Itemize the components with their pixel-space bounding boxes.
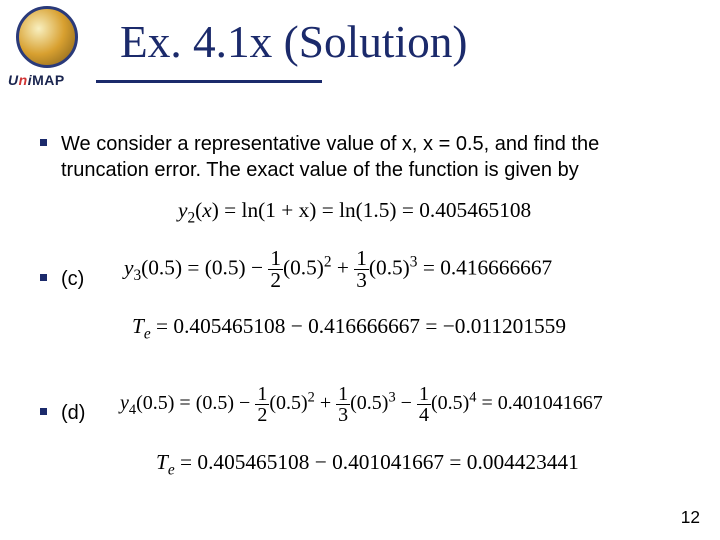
logo-emblem	[16, 6, 78, 68]
equation-te3: Te = 0.405465108 − 0.416666667 = −0.0112…	[132, 314, 566, 339]
frac-num: 1	[417, 384, 431, 405]
logo-letter: MAP	[32, 72, 65, 88]
frac: 14	[417, 384, 431, 425]
equation-te4: Te = 0.405465108 − 0.401041667 = 0.00442…	[156, 450, 579, 475]
frac-den: 4	[417, 405, 431, 425]
term: 0.405465108	[197, 450, 309, 474]
logo-letter: U	[8, 72, 19, 88]
eq-var: T	[156, 450, 168, 474]
bullet-row: (c)	[40, 268, 84, 291]
eq-rhs: ln(1.5)	[339, 198, 396, 222]
eq-rhs: ln(1 + x)	[242, 198, 317, 222]
power: 3	[388, 389, 395, 405]
eq-var: y	[120, 392, 129, 414]
eq-value: 0.405465108	[419, 198, 531, 222]
eq-arg: 0.5	[148, 256, 175, 280]
eq-sub: e	[168, 461, 175, 478]
frac-num: 1	[354, 248, 369, 270]
eq-sub: 2	[187, 209, 195, 226]
term: 0.401041667	[332, 450, 444, 474]
equation-y2: y2(x) = ln(1 + x) = ln(1.5) = 0.40546510…	[178, 198, 531, 223]
eq-sub: 4	[129, 402, 136, 418]
frac-num: 1	[268, 248, 283, 270]
term: (0.5)	[196, 392, 234, 414]
term: (0.5)	[269, 392, 307, 414]
frac-num: 1	[336, 384, 350, 405]
eq-value: 0.416666667	[440, 256, 552, 280]
eq-arg: x	[202, 198, 211, 222]
eq-var: T	[132, 314, 144, 338]
term: (0.5)	[431, 392, 469, 414]
eq-value: 0.401041667	[498, 392, 603, 414]
term: (0.5)	[205, 256, 246, 280]
term: 0.416666667	[308, 314, 420, 338]
bullet-marker	[40, 408, 47, 415]
frac: 12	[255, 384, 269, 425]
slide-title: Ex. 4.1x (Solution)	[120, 16, 468, 68]
eq-value: −0.011201559	[443, 314, 566, 338]
frac: 13	[336, 384, 350, 425]
equation-y3: y3(0.5) = (0.5) − 12(0.5)2 + 13(0.5)3 = …	[124, 248, 552, 292]
bullet-text: (c)	[61, 268, 84, 291]
frac-den: 3	[354, 270, 369, 291]
bullet-marker	[40, 274, 47, 281]
frac: 13	[354, 248, 369, 292]
logo-text: UniMAP	[8, 72, 65, 88]
frac: 12	[268, 248, 283, 292]
power: 2	[308, 389, 315, 405]
power: 2	[324, 254, 332, 271]
eq-sub: 3	[133, 267, 141, 284]
page-number: 12	[681, 507, 700, 528]
bullet-row: We consider a representative value of x,…	[40, 132, 680, 183]
title-wrap: Ex. 4.1x (Solution)	[120, 16, 468, 68]
eq-arg: 0.5	[143, 392, 168, 414]
term: (0.5)	[369, 256, 410, 280]
bullet-row: (d)	[40, 402, 85, 425]
power: 4	[469, 389, 476, 405]
equation-y4: y4(0.5) = (0.5) − 12(0.5)2 + 13(0.5)3 − …	[120, 384, 603, 425]
eq-sub: e	[144, 325, 151, 342]
bullet-text: We consider a representative value of x,…	[61, 132, 680, 183]
term: (0.5)	[350, 392, 388, 414]
bullet-text: (d)	[61, 402, 85, 425]
term: (0.5)	[283, 256, 324, 280]
logo-letter: n	[19, 72, 28, 88]
power: 3	[410, 254, 418, 271]
logo: UniMAP	[8, 6, 94, 96]
bullet-marker	[40, 139, 47, 146]
frac-den: 3	[336, 405, 350, 425]
title-rule	[96, 80, 322, 83]
frac-num: 1	[255, 384, 269, 405]
eq-value: 0.004423441	[467, 450, 579, 474]
frac-den: 2	[268, 270, 283, 291]
frac-den: 2	[255, 405, 269, 425]
term: 0.405465108	[173, 314, 285, 338]
